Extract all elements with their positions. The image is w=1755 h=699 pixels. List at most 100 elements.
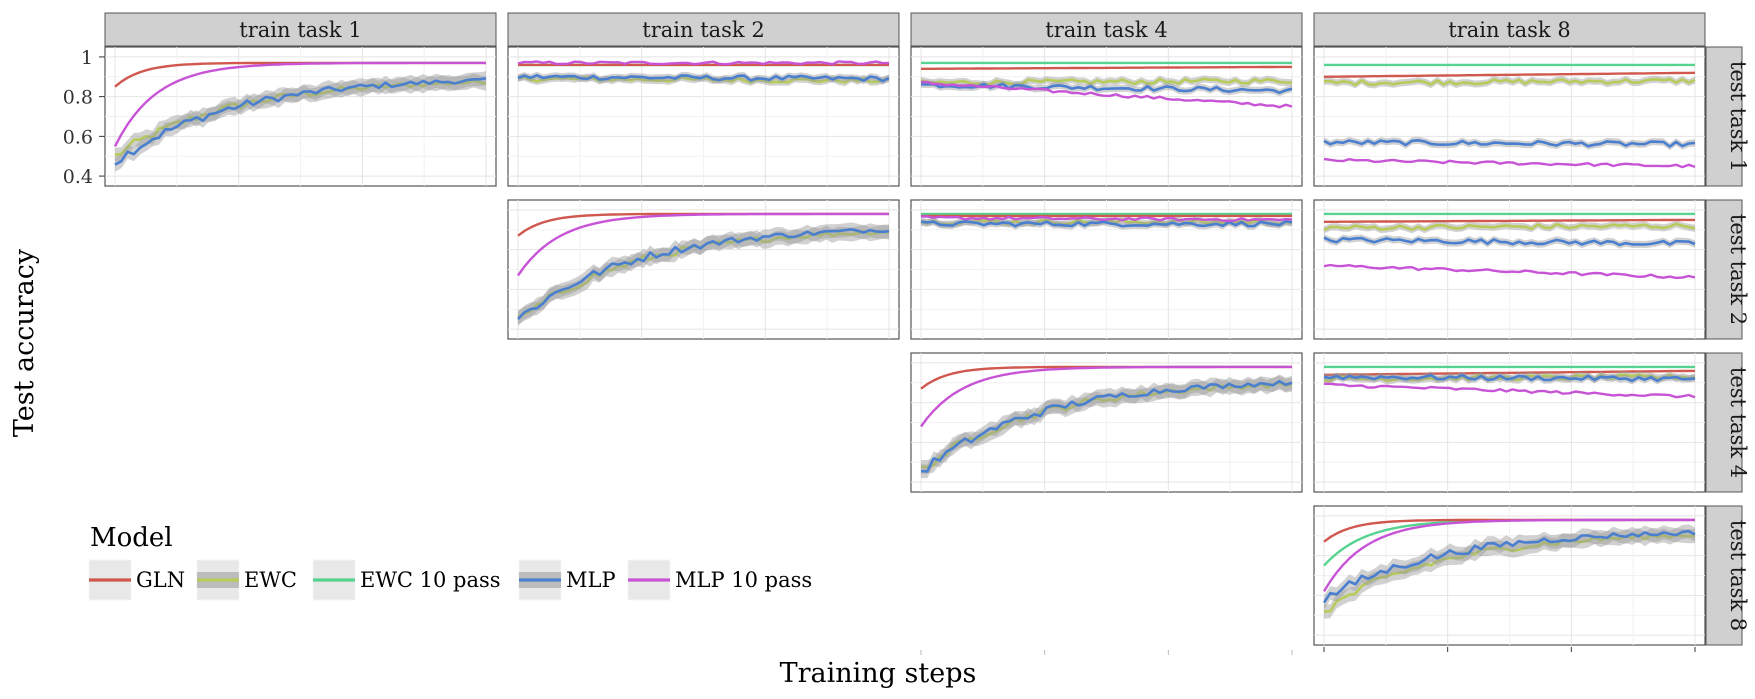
legend-label: MLP 10 pass (675, 568, 812, 592)
column-strip: train task 8 (1313, 12, 1706, 47)
series-line (920, 379, 1293, 473)
series-gln (1324, 218, 1695, 223)
series-line (1323, 373, 1696, 383)
panel-gridlines (105, 47, 496, 186)
series-mlp (920, 374, 1293, 479)
facet-strips: train task 1 train task 2 train task 4 trai… (104, 12, 1750, 646)
row-strip-label: test task 4 (1726, 367, 1750, 478)
facet-panel (1313, 352, 1706, 493)
series-line (114, 77, 487, 166)
row-strip-bg (1705, 46, 1743, 187)
facet-panel (507, 199, 900, 340)
column-strip-label: train task 1 (239, 18, 361, 42)
legend-item: GLN (88, 559, 185, 601)
series-mlp-10-pass (517, 212, 889, 277)
column-strip: train task 1 (104, 12, 497, 47)
series-mlp (517, 71, 890, 85)
panel-gridlines (1314, 47, 1705, 186)
column-strip-bg (104, 12, 497, 47)
series-line (1323, 157, 1696, 169)
series-gln (1323, 71, 1696, 78)
panel-gridlines (508, 47, 899, 186)
y-axis-title: Test accuracy (9, 248, 40, 437)
series-ewc (1323, 220, 1696, 234)
series-mlp (517, 222, 890, 327)
series-line (1323, 533, 1696, 613)
series-line (921, 215, 1293, 223)
legend-title: Model (90, 523, 173, 553)
row-strip-bg (1705, 352, 1743, 493)
row-strip: test task 1 (1705, 46, 1750, 187)
series-line (921, 65, 1292, 70)
y-tick-label: 1 (81, 47, 93, 69)
column-strip-bg (507, 12, 900, 47)
column-strip-label: train task 4 (1045, 18, 1167, 42)
series-mlp (1323, 371, 1696, 385)
series-mlp-10-pass (1324, 382, 1696, 399)
series-line (517, 228, 890, 320)
series-line (1323, 236, 1696, 247)
panel-gridlines (911, 200, 1302, 339)
series-ewc (1323, 527, 1696, 619)
column-strip: train task 2 (507, 12, 900, 47)
facet-panel (1313, 46, 1706, 187)
series-line (920, 220, 1293, 228)
row-strip-label: test task 2 (1726, 214, 1750, 325)
series-line (1322, 529, 1696, 604)
legend-item: MLP 10 pass (627, 559, 812, 601)
series-mlp (1323, 234, 1696, 249)
series-line (1323, 263, 1696, 280)
series-gln (1324, 369, 1695, 376)
series-line (920, 365, 1292, 428)
row-strip-label: test task 8 (1726, 520, 1750, 631)
series-line (517, 212, 889, 277)
series-line (1323, 222, 1696, 232)
legend-label: EWC (244, 568, 297, 592)
column-strip: train task 4 (910, 12, 1303, 47)
series-mlp (1322, 524, 1696, 610)
x-axis-title: Training steps (780, 658, 977, 689)
series-mlp-10-pass (1323, 263, 1696, 280)
series-mlp-10-pass (1323, 157, 1696, 169)
series-gln (921, 65, 1292, 70)
confidence-band (1324, 234, 1695, 249)
column-strip-bg (910, 12, 1303, 47)
series-line (1323, 71, 1696, 78)
series-mlp-10-pass (920, 365, 1292, 428)
panel-gridlines (1314, 506, 1705, 645)
series-line (920, 381, 1293, 469)
series-mlp-10-pass (921, 215, 1293, 223)
column-strip-bg (1313, 12, 1706, 47)
series-line (920, 82, 1293, 95)
row-strip-bg (1705, 505, 1743, 646)
series-line (1324, 218, 1695, 223)
series-mlp-10-pass (921, 80, 1293, 109)
series-line (1323, 139, 1696, 148)
x-axis (920, 647, 1696, 655)
series-line (1323, 77, 1696, 87)
legend-label: MLP (566, 568, 616, 592)
series-line (1322, 518, 1695, 593)
series-mlp-10-pass (1322, 518, 1695, 593)
legend-label: GLN (136, 568, 185, 592)
y-tick-label: 0.6 (63, 126, 93, 148)
y-tick-label: 0.8 (63, 87, 93, 109)
column-strip-label: train task 2 (642, 18, 764, 42)
row-strip: test task 4 (1705, 352, 1750, 493)
facet-panel (910, 199, 1303, 340)
series-ewc (1323, 75, 1696, 89)
series-mlp-10-pass (517, 60, 890, 66)
legend-item: EWC 10 pass (312, 559, 501, 601)
panels-layer (104, 46, 1706, 646)
legend-label: EWC 10 pass (360, 568, 501, 592)
series-mlp (114, 71, 487, 172)
y-tick-label: 0.4 (63, 166, 93, 188)
y-axis: 1 0.8 0.6 0.4 (63, 47, 105, 188)
series-line (1324, 382, 1696, 399)
row-strip: test task 8 (1705, 505, 1750, 646)
legend: Model GLN EWC EWC 10 pass MLP MLP 10 pass (88, 523, 812, 601)
series-line (921, 80, 1293, 109)
legend-item: EWC (196, 559, 297, 601)
series-mlp-10-pass (113, 61, 486, 147)
